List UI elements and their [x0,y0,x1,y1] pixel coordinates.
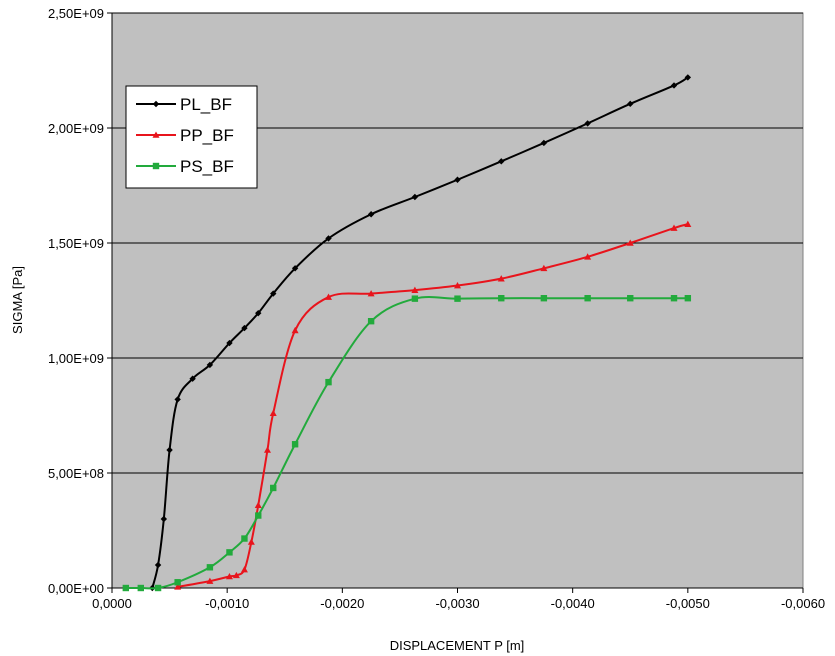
data-point [684,220,692,227]
x-tick-label: -0,0060 [781,596,825,611]
y-tick-label: 1,00E+09 [48,351,104,366]
legend-marker [152,162,160,170]
data-point [454,295,461,302]
legend-item: PS_BF [136,157,234,176]
data-point [255,512,262,519]
data-point [454,176,461,183]
data-point [670,224,678,231]
data-point [291,326,299,334]
data-point [411,193,419,201]
data-point [226,339,233,347]
series-PL_BF [149,74,692,592]
legend-item: PL_BF [136,95,232,114]
series-PP_BF [174,220,692,590]
data-point [226,549,233,556]
x-tick-label: -0,0020 [320,596,364,611]
series-group [122,74,692,592]
data-point [411,286,419,293]
data-point [454,282,461,289]
data-point [325,378,332,386]
data-point [240,566,248,573]
legend-item: PP_BF [136,126,234,145]
data-point [684,295,692,302]
data-point [137,584,144,592]
data-point [263,446,271,453]
x-tick-label: -0,0030 [435,596,479,611]
x-axis-ticks: 0,0000 -0,0010 -0,0020 -0,0030 -0,0040 -0,005… [92,588,825,611]
data-point [232,571,240,579]
data-point [627,295,634,302]
data-point [584,120,591,127]
data-point [411,295,419,302]
legend-marker [152,100,160,108]
data-point [291,265,299,272]
data-point [241,324,248,332]
x-tick-label: -0,0050 [666,596,710,611]
legend-label: PS_BF [180,157,234,176]
legend: PL_BF PP_BF PS_BF [125,85,258,189]
data-point [291,441,299,448]
data-point [584,253,592,260]
y-axis-title: SIGMA [Pa] [10,266,25,334]
data-point [540,295,548,302]
series-PS_BF [122,295,692,592]
data-point [206,564,214,571]
data-point [270,484,277,492]
data-point [225,573,233,580]
series-line [125,296,688,590]
y-tick-label: 1,50E+09 [48,236,104,251]
data-point [325,235,332,242]
data-point [122,584,130,592]
data-point [367,211,375,218]
data-point [247,538,255,545]
data-point [154,561,162,569]
data-point [166,446,173,454]
y-tick-label: 2,50E+09 [48,6,104,21]
data-point [206,361,214,369]
data-point [160,515,168,523]
data-point [206,577,214,584]
data-point [540,139,548,147]
data-point [670,82,678,89]
x-tick-label: -0,0010 [205,596,249,611]
data-point [626,239,634,246]
data-point [627,100,634,108]
series-line [151,76,689,589]
data-point [270,290,277,297]
x-tick-label: 0,0000 [92,596,132,611]
data-point [584,295,591,302]
data-point [670,295,678,302]
data-point [174,583,182,590]
grid-lines [112,12,803,474]
data-point [241,535,248,542]
data-point [498,158,505,165]
data-point [189,375,196,382]
x-axis-title: DISPLACEMENT P [m] [390,638,525,653]
legend-items: PL_BF PP_BF PS_BF [136,95,234,176]
data-point [367,290,375,297]
data-point [269,409,277,416]
data-point [174,579,181,586]
data-point [367,318,375,325]
legend-marker [152,131,160,138]
legend-label: PL_BF [180,95,232,114]
data-point [254,501,262,508]
y-tick-label: 2,00E+09 [48,121,104,136]
data-point [684,74,692,81]
data-point [174,396,181,403]
data-point [497,275,505,282]
x-tick-label: -0,0040 [551,596,595,611]
data-point [540,264,548,272]
data-point [498,295,505,302]
y-axis-ticks: 0,00E+00 5,00E+08 1,00E+09 1,50E+09 2,00E+09… [48,6,112,596]
data-point [255,309,262,317]
data-point [325,293,333,300]
y-tick-label: 0,00E+00 [48,581,104,596]
data-point [154,584,162,592]
y-tick-label: 5,00E+08 [48,466,104,481]
legend-label: PP_BF [180,126,234,145]
